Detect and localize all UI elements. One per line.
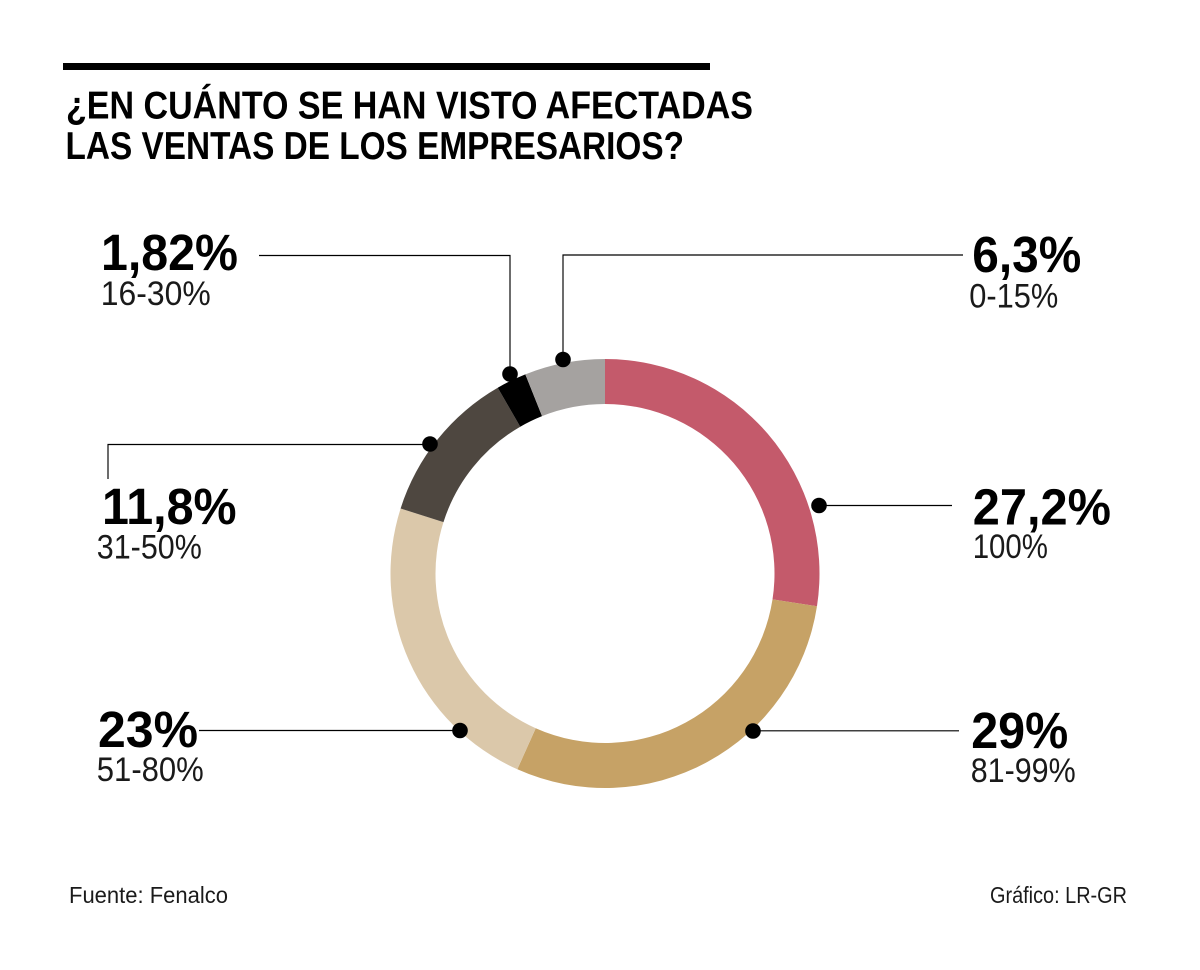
svg-text:0-15%: 0-15% [969,278,1058,316]
svg-text:6,3%: 6,3% [972,226,1081,283]
svg-text:Fuente: Fenalco: Fuente: Fenalco [69,882,228,908]
svg-text:Gráfico: LR-GR: Gráfico: LR-GR [990,882,1127,908]
svg-text:51-80%: 51-80% [97,751,204,789]
svg-text:27,2%: 27,2% [973,478,1111,535]
svg-text:100%: 100% [973,528,1048,566]
svg-text:¿EN CUÁNTO SE HAN VISTO AFECTA: ¿EN CUÁNTO SE HAN VISTO AFECTADAS [66,84,753,128]
svg-text:11,8%: 11,8% [102,478,237,535]
svg-text:81-99%: 81-99% [971,752,1076,790]
svg-text:29%: 29% [971,702,1068,759]
svg-text:1,82%: 1,82% [101,224,238,281]
svg-text:23%: 23% [98,701,198,758]
svg-text:16-30%: 16-30% [101,275,211,313]
svg-text:LAS VENTAS DE LOS EMPRESARIOS?: LAS VENTAS DE LOS EMPRESARIOS? [66,124,685,168]
svg-text:31-50%: 31-50% [97,529,202,567]
